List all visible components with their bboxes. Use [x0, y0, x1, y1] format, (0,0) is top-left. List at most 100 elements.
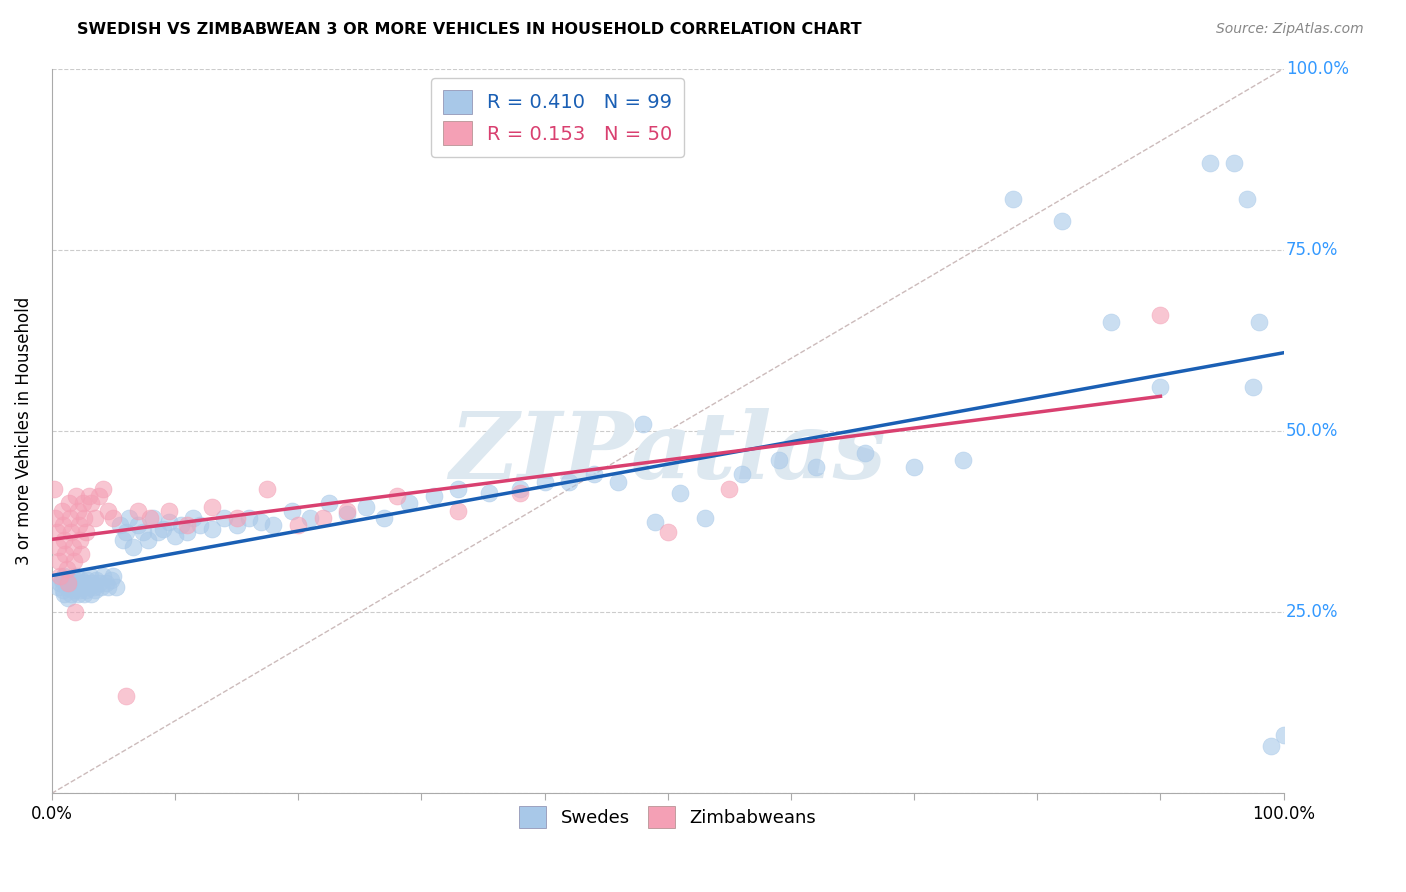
Swedes: [69, 583, 91, 598]
Swedes: [80, 587, 103, 601]
Swedes: [87, 576, 110, 591]
Swedes: [336, 508, 359, 522]
Swedes: [631, 417, 654, 431]
Zimbabweans: [157, 504, 180, 518]
Swedes: [952, 453, 974, 467]
Zimbabweans: [97, 504, 120, 518]
Zimbabweans: [46, 540, 69, 554]
Swedes: [373, 511, 395, 525]
Zimbabweans: [59, 511, 82, 525]
Swedes: [853, 446, 876, 460]
Zimbabweans: [201, 500, 224, 514]
Zimbabweans: [385, 489, 408, 503]
Swedes: [103, 569, 125, 583]
Swedes: [75, 583, 97, 598]
Swedes: [94, 576, 117, 591]
Swedes: [82, 576, 104, 591]
Swedes: [83, 580, 105, 594]
Zimbabweans: [53, 547, 76, 561]
Swedes: [152, 522, 174, 536]
Zimbabweans: [69, 533, 91, 547]
Zimbabweans: [63, 554, 86, 568]
Swedes: [132, 525, 155, 540]
Swedes: [170, 518, 193, 533]
Swedes: [122, 540, 145, 554]
Zimbabweans: [49, 569, 72, 583]
Zimbabweans: [287, 518, 309, 533]
Zimbabweans: [139, 511, 162, 525]
Zimbabweans: [718, 482, 741, 496]
Swedes: [318, 496, 340, 510]
Zimbabweans: [93, 482, 115, 496]
Zimbabweans: [312, 511, 335, 525]
Swedes: [768, 453, 790, 467]
Zimbabweans: [127, 504, 149, 518]
Swedes: [73, 587, 96, 601]
Zimbabweans: [55, 562, 77, 576]
Zimbabweans: [63, 605, 86, 619]
Swedes: [1272, 728, 1295, 742]
Swedes: [108, 518, 131, 533]
Swedes: [52, 583, 75, 598]
Swedes: [97, 580, 120, 594]
Swedes: [354, 500, 377, 514]
Text: 100.0%: 100.0%: [1286, 60, 1350, 78]
Zimbabweans: [48, 554, 70, 568]
Text: 50.0%: 50.0%: [1286, 422, 1339, 440]
Zimbabweans: [45, 525, 67, 540]
Zimbabweans: [52, 518, 75, 533]
Zimbabweans: [60, 525, 83, 540]
Swedes: [70, 573, 93, 587]
Swedes: [90, 580, 112, 594]
Swedes: [509, 482, 531, 496]
Swedes: [58, 573, 80, 587]
Swedes: [281, 504, 304, 518]
Swedes: [77, 580, 100, 594]
Zimbabweans: [67, 518, 90, 533]
Zimbabweans: [58, 496, 80, 510]
Swedes: [84, 573, 107, 587]
Swedes: [100, 573, 122, 587]
Zimbabweans: [225, 511, 247, 525]
Swedes: [79, 569, 101, 583]
Zimbabweans: [509, 485, 531, 500]
Zimbabweans: [83, 511, 105, 525]
Swedes: [644, 515, 666, 529]
Swedes: [114, 525, 136, 540]
Text: 75.0%: 75.0%: [1286, 241, 1339, 259]
Swedes: [1001, 192, 1024, 206]
Swedes: [49, 576, 72, 591]
Swedes: [533, 475, 555, 489]
Swedes: [127, 518, 149, 533]
Swedes: [65, 569, 87, 583]
Swedes: [46, 580, 69, 594]
Swedes: [67, 576, 90, 591]
Swedes: [65, 580, 87, 594]
Swedes: [669, 485, 692, 500]
Swedes: [112, 533, 135, 547]
Swedes: [136, 533, 159, 547]
Zimbabweans: [114, 689, 136, 703]
Swedes: [250, 515, 273, 529]
Zimbabweans: [75, 525, 97, 540]
Swedes: [188, 518, 211, 533]
Swedes: [1260, 739, 1282, 754]
Swedes: [398, 496, 420, 510]
Swedes: [1198, 156, 1220, 170]
Swedes: [73, 576, 96, 591]
Zimbabweans: [176, 518, 198, 533]
Swedes: [1050, 214, 1073, 228]
Swedes: [299, 511, 322, 525]
Zimbabweans: [87, 489, 110, 503]
Swedes: [55, 580, 77, 594]
Zimbabweans: [70, 547, 93, 561]
Swedes: [447, 482, 470, 496]
Swedes: [53, 587, 76, 601]
Swedes: [1247, 315, 1270, 329]
Swedes: [903, 460, 925, 475]
Zimbabweans: [447, 504, 470, 518]
Swedes: [62, 576, 84, 591]
Swedes: [607, 475, 630, 489]
Swedes: [53, 569, 76, 583]
Zimbabweans: [72, 496, 94, 510]
